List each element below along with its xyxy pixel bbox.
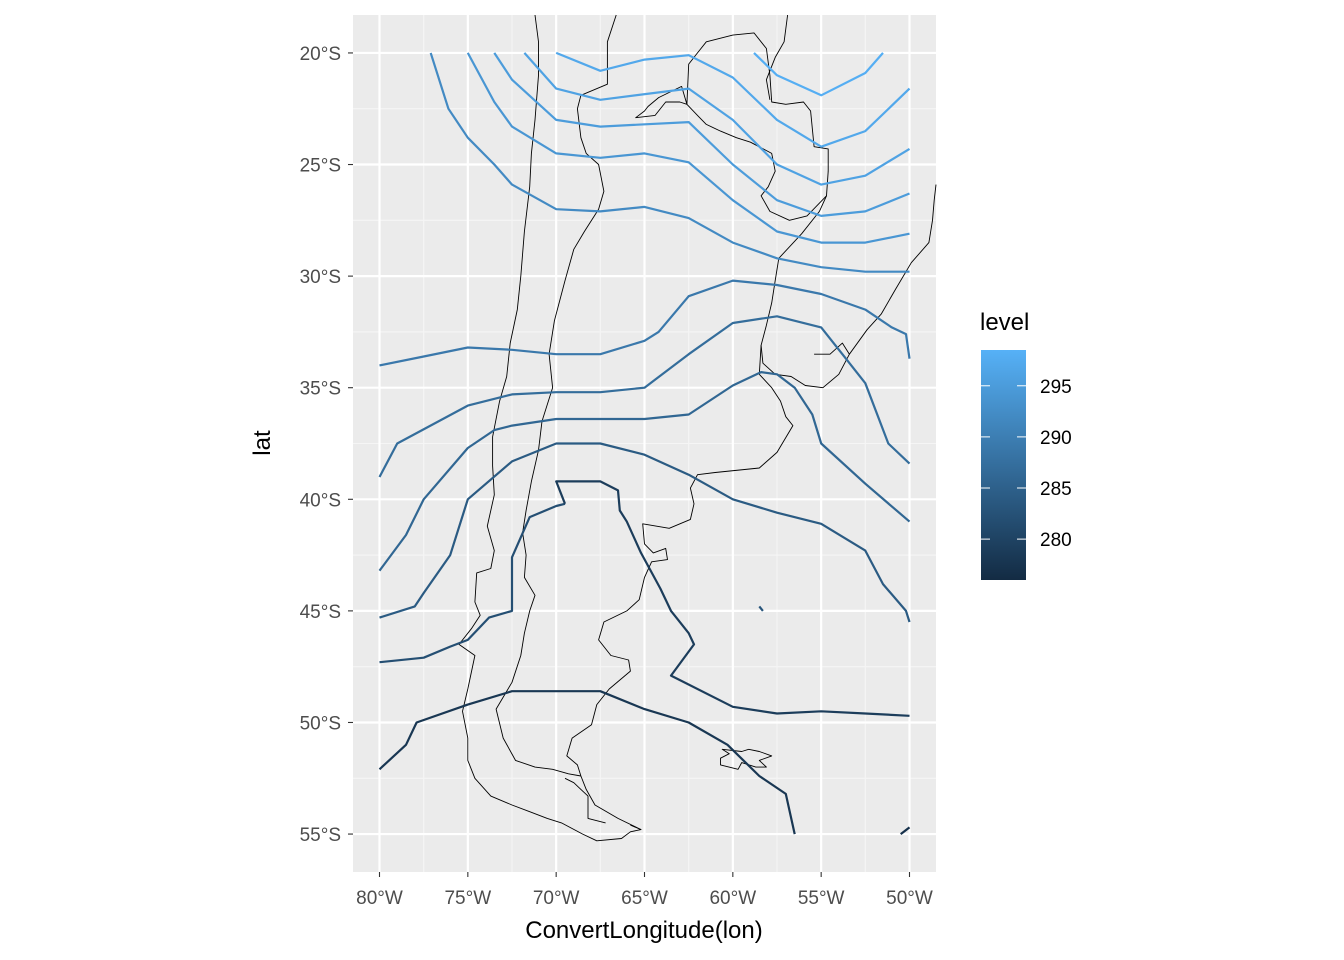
legend-tick-label: 295: [1040, 377, 1072, 398]
y-tick-label: 20°S: [300, 44, 341, 65]
coastline: [566, 195, 827, 777]
contour-line: [379, 502, 566, 664]
x-axis-title: ConvertLongitude(lon): [525, 917, 762, 944]
x-axis: 80°W 75°W 70°W 65°W 60°W 55°W 50°W: [356, 872, 933, 909]
contour-line: [466, 52, 910, 244]
contour-line: [378, 371, 911, 572]
y-axis-title: lat: [249, 430, 276, 456]
contour-line: [429, 52, 910, 273]
contour-line: [900, 826, 911, 835]
grid-major: [353, 15, 936, 872]
x-tick-label: 80°W: [356, 888, 403, 909]
y-tick-label: 55°S: [300, 825, 341, 846]
contour-line: [555, 480, 910, 717]
coastline: [760, 342, 850, 389]
x-tick-label: 55°W: [798, 888, 845, 909]
legend-tick-label: 280: [1040, 530, 1072, 551]
contour-line: [378, 315, 911, 478]
y-tick-label: 50°S: [300, 713, 341, 734]
legend-ticks: 295 290 285 280: [981, 377, 1072, 551]
coastline: [564, 777, 606, 824]
coastline: [458, 14, 642, 842]
y-tick-label: 40°S: [300, 490, 341, 511]
contour-line: [555, 51, 911, 148]
legend-tick-label: 285: [1040, 479, 1072, 500]
contour-line: [523, 52, 911, 186]
coastline: [849, 184, 937, 355]
contour-lines: [378, 51, 911, 835]
legend: level 295 290 285 280: [980, 309, 1072, 580]
contour-line: [758, 605, 764, 612]
x-tick-label: 75°W: [444, 888, 491, 909]
x-tick-label: 50°W: [886, 888, 933, 909]
coastline: [580, 775, 642, 831]
coastline: [765, 14, 789, 100]
y-tick-label: 30°S: [300, 267, 341, 288]
y-tick-label: 25°S: [300, 156, 341, 177]
x-tick-label: 65°W: [621, 888, 668, 909]
contour-line: [379, 279, 911, 367]
coastline: [720, 748, 773, 770]
y-tick-label: 45°S: [300, 602, 341, 623]
x-tick-label: 60°W: [709, 888, 756, 909]
legend-title: level: [980, 309, 1029, 336]
legend-colorbar: [981, 350, 1026, 580]
contour-line: [379, 442, 911, 623]
y-axis: 20°S 25°S 30°S 35°S 40°S 45°S 50°S 55°S: [300, 44, 353, 846]
legend-tick-label: 290: [1040, 428, 1072, 449]
y-tick-label: 35°S: [300, 379, 341, 400]
coastline: [686, 32, 829, 221]
contour-line: [753, 52, 884, 97]
contour-line: [378, 690, 796, 835]
x-tick-label: 70°W: [533, 888, 580, 909]
contour-line: [493, 52, 910, 217]
